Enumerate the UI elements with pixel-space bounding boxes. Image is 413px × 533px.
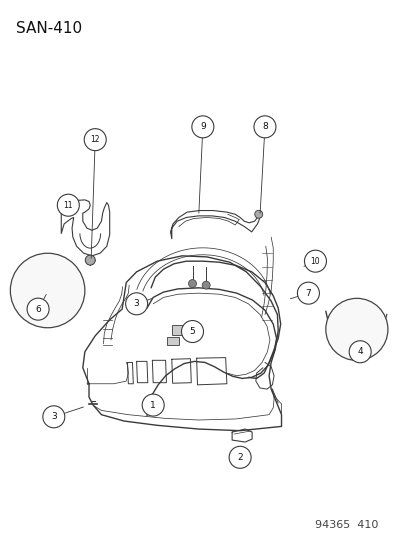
Text: 9: 9	[199, 123, 205, 131]
Circle shape	[191, 116, 214, 138]
Text: 12: 12	[90, 135, 100, 144]
Bar	[172, 326, 188, 335]
Circle shape	[304, 250, 326, 272]
Circle shape	[181, 320, 203, 343]
Circle shape	[43, 406, 65, 428]
Circle shape	[125, 293, 147, 315]
Text: 94365  410: 94365 410	[314, 520, 377, 530]
Circle shape	[254, 210, 262, 219]
Text: 7: 7	[305, 289, 311, 297]
Bar	[167, 337, 178, 345]
Circle shape	[297, 282, 319, 304]
Circle shape	[325, 298, 387, 360]
Circle shape	[202, 281, 210, 289]
Text: 10: 10	[310, 257, 320, 265]
Circle shape	[228, 446, 251, 469]
Text: 6: 6	[35, 305, 41, 313]
Circle shape	[84, 128, 106, 151]
Circle shape	[57, 194, 79, 216]
Text: 2: 2	[237, 453, 242, 462]
Circle shape	[253, 116, 275, 138]
Text: SAN-410: SAN-410	[16, 21, 82, 36]
Circle shape	[27, 298, 49, 320]
Text: 1: 1	[150, 401, 156, 409]
Text: 4: 4	[356, 348, 362, 356]
Circle shape	[348, 341, 370, 363]
Text: 3: 3	[51, 413, 57, 421]
Text: 11: 11	[64, 201, 73, 209]
Circle shape	[10, 253, 85, 328]
Text: 8: 8	[261, 123, 267, 131]
Circle shape	[85, 255, 95, 265]
Text: 5: 5	[189, 327, 195, 336]
Text: 3: 3	[133, 300, 139, 308]
Circle shape	[188, 279, 196, 288]
Circle shape	[142, 394, 164, 416]
